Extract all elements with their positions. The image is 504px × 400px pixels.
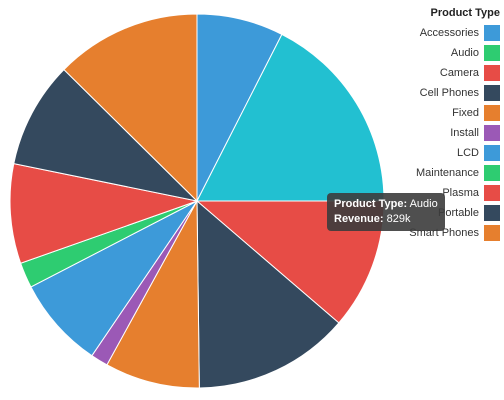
legend-item[interactable]: Camera	[392, 63, 500, 83]
pie-slice-cell-phones[interactable]	[196, 199, 340, 389]
legend-item[interactable]: Install	[392, 123, 500, 143]
legend-swatch	[484, 25, 500, 41]
legend-item[interactable]: Plasma	[392, 183, 500, 203]
legend-item-label: Plasma	[442, 187, 479, 199]
legend-swatch	[484, 225, 500, 241]
legend-swatch	[484, 105, 500, 121]
legend-item[interactable]: Accessories	[392, 23, 500, 43]
legend-item-label: Camera	[439, 67, 479, 79]
legend-item[interactable]: Maintenance	[392, 163, 500, 183]
legend-item[interactable]: LCD	[392, 143, 500, 163]
pie-slice-plasma[interactable]	[9, 163, 199, 264]
legend-swatch	[484, 85, 500, 101]
legend-item-label: Portable	[438, 207, 479, 219]
legend-item-label: Install	[450, 127, 479, 139]
tooltip-revenue-value: 829k	[386, 213, 411, 225]
legend-item-label: Cell Phones	[419, 87, 479, 99]
legend-item-label: Fixed	[452, 107, 479, 119]
legend-swatch	[484, 65, 500, 81]
legend: Product Type Accessories Audio Camera Cell …	[392, 6, 500, 243]
legend-item[interactable]: Audio	[392, 43, 500, 63]
legend-swatch	[484, 165, 500, 181]
tooltip-revenue-line: Revenue: 829k	[334, 212, 438, 227]
pie-slice-audio[interactable]	[196, 33, 385, 202]
legend-swatch	[484, 185, 500, 201]
tooltip-revenue-label: Revenue:	[334, 213, 384, 225]
legend-item-label: Accessories	[419, 27, 479, 39]
pie-slice-portable[interactable]	[13, 68, 199, 202]
tooltip: Product Type: Audio Revenue: 829k	[327, 193, 445, 231]
tooltip-type-value: Audio	[409, 198, 438, 210]
legend-item-label: LCD	[456, 147, 479, 159]
legend-item-label: Audio	[450, 47, 479, 59]
pie-slice-smart-phones[interactable]	[63, 13, 198, 203]
legend-item[interactable]: Fixed	[392, 103, 500, 123]
pie-slice-lcd[interactable]	[30, 200, 198, 357]
legend-swatch	[484, 45, 500, 61]
legend-item[interactable]: Cell Phones	[392, 83, 500, 103]
pie-slice-fixed[interactable]	[106, 199, 200, 389]
tooltip-type-label: Product Type:	[334, 198, 408, 210]
tooltip-type-line: Product Type: Audio	[334, 197, 438, 212]
legend-item[interactable]: Portable	[392, 203, 500, 223]
legend-swatch	[484, 205, 500, 221]
legend-title: Product Type	[430, 7, 500, 19]
legend-swatch	[484, 125, 500, 141]
legend-swatch	[484, 145, 500, 161]
legend-item-label: Maintenance	[416, 167, 479, 179]
